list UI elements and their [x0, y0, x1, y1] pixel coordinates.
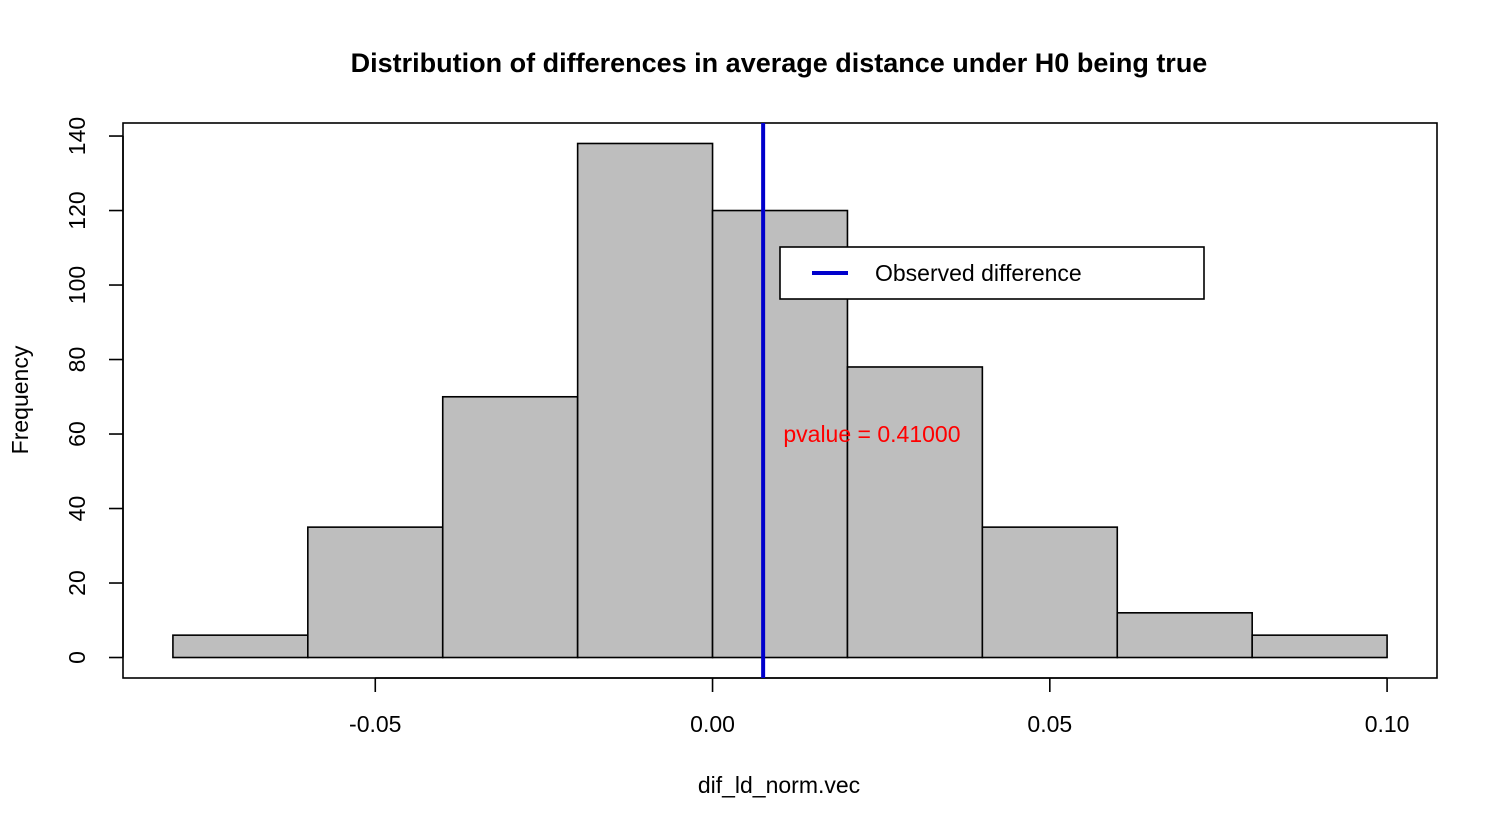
x-axis: -0.05 0.00 0.05 0.10	[349, 677, 1410, 737]
x-tick-label-2: 0.05	[1027, 711, 1072, 737]
y-tick-label-1: 20	[64, 570, 90, 596]
x-tick-label-0: -0.05	[349, 711, 401, 737]
histogram-bar-1	[307, 526, 444, 659]
y-tick-label-2: 40	[64, 496, 90, 522]
y-tick-label-0: 0	[64, 651, 90, 664]
y-tick-label-3: 60	[64, 421, 90, 447]
histogram-bar-2	[441, 395, 579, 659]
histogram-bar-8	[1251, 634, 1388, 659]
legend: Observed difference	[779, 246, 1205, 300]
histogram-bars	[172, 142, 1388, 659]
histogram-bar-5	[846, 366, 984, 659]
histogram-bar-7	[1116, 612, 1253, 659]
pvalue-annotation: pvalue = 0.41000	[783, 421, 960, 447]
y-tick-label-4: 80	[64, 347, 90, 373]
legend-box	[779, 246, 1205, 300]
y-tick-label-7: 140	[64, 117, 90, 155]
histogram-bar-6	[981, 526, 1119, 659]
chart-title: Distribution of differences in average d…	[351, 48, 1208, 78]
legend-label: Observed difference	[875, 260, 1082, 286]
x-tick-label-1: 0.00	[690, 711, 735, 737]
histogram-bar-0	[172, 634, 309, 659]
y-axis: 0 20 40 60 80 100 120 140	[64, 117, 124, 664]
pvalue-label: pvalue =	[783, 421, 877, 447]
x-axis-label: dif_ld_norm.vec	[698, 772, 860, 798]
y-axis-label: Frequency	[7, 345, 33, 454]
histogram-bar-3	[576, 142, 714, 659]
y-tick-label-6: 120	[64, 191, 90, 229]
x-tick-label-3: 0.10	[1365, 711, 1410, 737]
y-tick-label-5: 100	[64, 266, 90, 304]
pvalue-value: 0.41000	[877, 421, 960, 447]
